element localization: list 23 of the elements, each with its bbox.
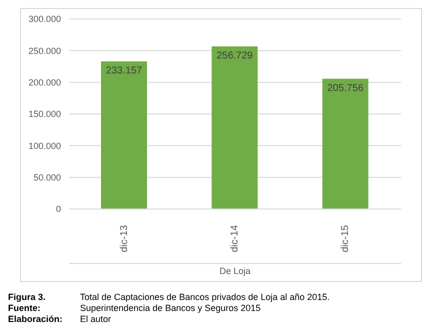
bar xyxy=(101,61,147,209)
data-label: 233.157 xyxy=(106,65,143,76)
text: Total de Captaciones de Bancos privados de Loja al año 2015. xyxy=(80,292,330,303)
x-tick-label: dic-14 xyxy=(230,224,240,252)
y-tick-label: 300.000 xyxy=(28,14,61,24)
y-tick-label: 50.000 xyxy=(33,172,61,183)
data-label: 205.756 xyxy=(327,82,364,94)
text: Figura 3. xyxy=(8,292,47,303)
y-tick-label: 0 xyxy=(56,204,61,214)
y-tick-label: 200.000 xyxy=(28,78,61,88)
text: Superintendencia de Bancos y Seguros 2015 xyxy=(80,303,261,314)
y-tick-label: 150.000 xyxy=(28,109,61,120)
y-tick-label: 100.000 xyxy=(28,140,61,151)
bar xyxy=(212,46,258,209)
x-tick-label: dic-15 xyxy=(340,224,352,252)
data-label: 256.729 xyxy=(216,50,254,62)
bar xyxy=(322,78,368,209)
text: El autor xyxy=(80,314,112,325)
x-tick-label: dic-13 xyxy=(118,224,130,252)
x-axis-title: De Loja xyxy=(69,263,401,276)
y-tick-label: 250.000 xyxy=(28,46,61,56)
text: Elaboración: xyxy=(8,314,64,325)
source-note: Fuente: xyxy=(8,303,42,314)
